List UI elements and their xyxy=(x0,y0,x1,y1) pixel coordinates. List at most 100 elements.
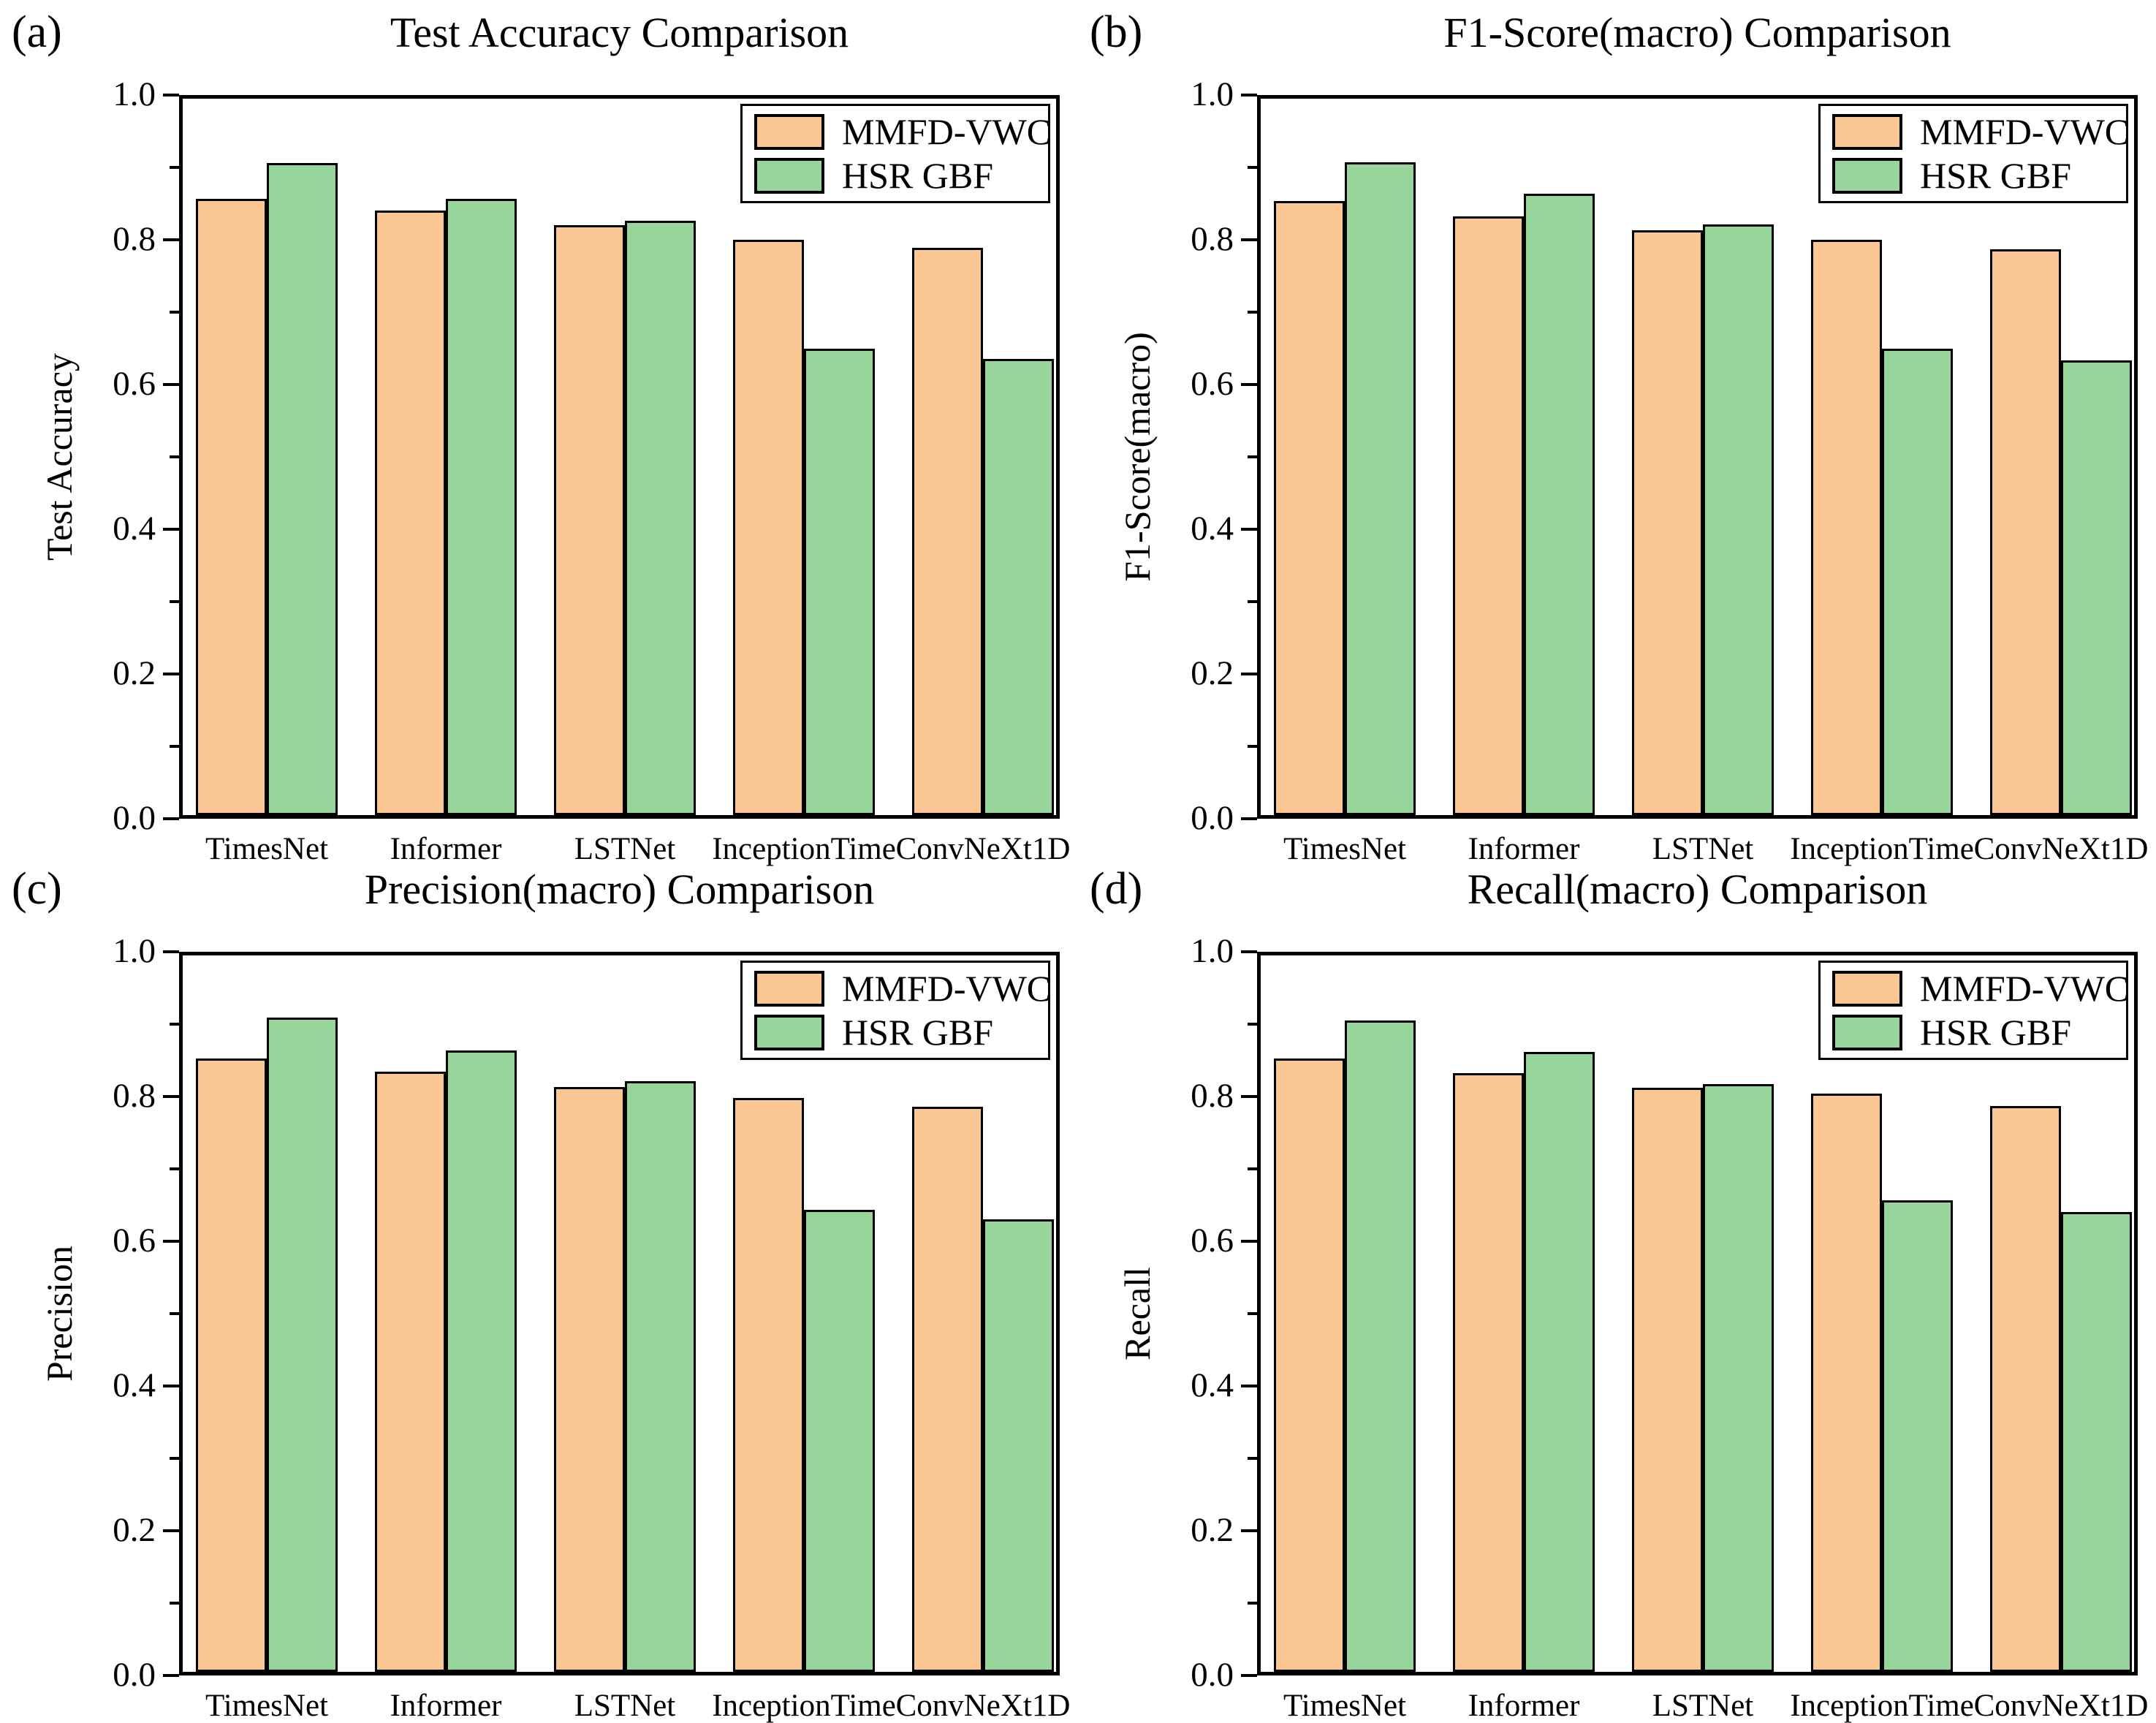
y-major-tick xyxy=(1241,950,1257,953)
y-major-tick xyxy=(1241,238,1257,241)
bar-mmfd-vwc-informer xyxy=(375,210,446,815)
bar-mmfd-vwc-lstnet xyxy=(1632,1088,1703,1672)
chart-title: F1-Score(macro) Comparison xyxy=(1443,9,1951,56)
legend-row: HSR GBF xyxy=(754,1014,1048,1050)
bar-hsr-gbf-convnext1d xyxy=(983,358,1054,815)
y-minor-tick xyxy=(1248,1167,1257,1170)
x-tick-label: InceptionTime xyxy=(712,832,896,866)
legend-row: HSR GBF xyxy=(1832,157,2126,194)
y-minor-tick xyxy=(1248,1457,1257,1460)
panel-d: (d) Recall(macro) Comparison Recall 0.0 0.2 0… xyxy=(1078,857,2156,1723)
x-tick-label: InceptionTime xyxy=(712,1689,896,1723)
x-tick-label: TimesNet xyxy=(1283,832,1407,866)
x-tick-label: Informer xyxy=(1468,1689,1580,1723)
y-major-tick xyxy=(1241,817,1257,820)
panel-c: (c) Precision(macro) Comparison Precision 0… xyxy=(0,857,1078,1723)
x-tick-label: TimesNet xyxy=(205,832,329,866)
x-tick-label: Informer xyxy=(390,1689,502,1723)
bar-hsr-gbf-lstnet xyxy=(1703,224,1774,815)
plot-area xyxy=(179,952,1060,1675)
y-tick-label: 0.0 xyxy=(113,799,156,837)
bar-hsr-gbf-informer xyxy=(1524,194,1595,815)
bar-hsr-gbf-informer xyxy=(1524,1052,1595,1672)
legend-row: MMFD-VWC xyxy=(1832,113,2129,150)
y-major-tick xyxy=(163,950,179,953)
legend: MMFD-VWC HSR GBF xyxy=(740,961,1051,1060)
legend-swatch-hsr-gbf xyxy=(1832,157,1902,194)
bar-hsr-gbf-timesnet xyxy=(1345,162,1416,815)
y-major-tick xyxy=(163,1385,179,1387)
y-tick-label: 0.4 xyxy=(113,510,156,548)
bar-mmfd-vwc-convnext1d xyxy=(912,1106,983,1672)
y-tick-label: 1.0 xyxy=(113,75,156,113)
y-tick-label: 0.8 xyxy=(1191,220,1234,258)
legend-row: MMFD-VWC xyxy=(754,113,1051,150)
bar-mmfd-vwc-lstnet xyxy=(1632,230,1703,815)
panel-label: (c) xyxy=(12,864,62,914)
y-minor-tick xyxy=(1248,745,1257,748)
y-minor-tick xyxy=(170,1312,179,1315)
chart-title: Recall(macro) Comparison xyxy=(1467,866,1928,913)
legend-row: HSR GBF xyxy=(1832,1014,2126,1050)
y-major-tick xyxy=(1241,1385,1257,1387)
panel-label: (d) xyxy=(1090,864,1143,914)
y-tick-label: 0.4 xyxy=(1191,1366,1234,1404)
y-tick-label: 0.4 xyxy=(113,1366,156,1404)
x-tick-label: Informer xyxy=(1468,832,1580,866)
y-minor-tick xyxy=(1248,166,1257,169)
y-major-tick xyxy=(1241,1240,1257,1243)
bar-hsr-gbf-informer xyxy=(446,1050,517,1672)
y-tick-label: 0.0 xyxy=(1191,1656,1234,1694)
y-tick-label: 0.4 xyxy=(1191,510,1234,548)
legend-label: MMFD-VWC xyxy=(1920,968,2130,1009)
bar-hsr-gbf-inceptiontime xyxy=(804,1209,875,1672)
bar-hsr-gbf-convnext1d xyxy=(2061,1211,2132,1672)
y-major-tick xyxy=(163,238,179,241)
legend-label: HSR GBF xyxy=(1920,1012,2072,1053)
x-tick-label: ConvNeXt1D xyxy=(895,1689,1071,1723)
y-minor-tick xyxy=(1248,455,1257,458)
y-major-tick xyxy=(1241,528,1257,531)
bar-mmfd-vwc-timesnet xyxy=(196,199,267,815)
bar-hsr-gbf-inceptiontime xyxy=(1882,349,1953,815)
plot-area xyxy=(179,95,1060,819)
bar-hsr-gbf-lstnet xyxy=(625,1081,696,1672)
plot-area xyxy=(1257,952,2138,1675)
bar-mmfd-vwc-inceptiontime xyxy=(733,240,804,815)
x-tick-label: LSTNet xyxy=(1652,1689,1754,1723)
y-tick-label: 0.2 xyxy=(1191,654,1234,692)
chart-title: Precision(macro) Comparison xyxy=(364,866,875,913)
bar-hsr-gbf-convnext1d xyxy=(2061,360,2132,815)
x-tick-label: LSTNet xyxy=(1652,832,1754,866)
legend: MMFD-VWC HSR GBF xyxy=(740,104,1051,203)
bar-hsr-gbf-inceptiontime xyxy=(804,349,875,815)
y-major-tick xyxy=(1241,383,1257,386)
y-major-tick xyxy=(1241,1095,1257,1098)
y-minor-tick xyxy=(1248,600,1257,603)
legend-swatch-hsr-gbf xyxy=(754,1014,824,1050)
y-minor-tick xyxy=(170,1457,179,1460)
legend-swatch-hsr-gbf xyxy=(1832,1014,1902,1050)
bar-hsr-gbf-convnext1d xyxy=(983,1219,1054,1672)
y-major-tick xyxy=(163,1240,179,1243)
legend-row: MMFD-VWC xyxy=(1832,968,2130,1009)
bar-mmfd-vwc-inceptiontime xyxy=(1811,1094,1882,1672)
y-minor-tick xyxy=(170,1602,179,1605)
legend: MMFD-VWC HSR GBF xyxy=(1818,104,2129,203)
y-major-tick xyxy=(1241,1674,1257,1677)
bar-mmfd-vwc-convnext1d xyxy=(1990,249,2061,815)
y-major-tick xyxy=(163,1674,179,1677)
legend-label: HSR GBF xyxy=(842,155,994,196)
y-tick-label: 0.0 xyxy=(113,1656,156,1694)
y-minor-tick xyxy=(170,1023,179,1026)
y-major-tick xyxy=(163,1095,179,1098)
y-major-tick xyxy=(163,1529,179,1532)
y-major-tick xyxy=(1241,94,1257,96)
panel-label: (a) xyxy=(12,7,62,57)
bar-mmfd-vwc-inceptiontime xyxy=(1811,240,1882,815)
x-tick-label: TimesNet xyxy=(1283,1689,1407,1723)
y-minor-tick xyxy=(1248,1602,1257,1605)
y-major-tick xyxy=(163,528,179,531)
legend-row: MMFD-VWC xyxy=(754,970,1051,1007)
